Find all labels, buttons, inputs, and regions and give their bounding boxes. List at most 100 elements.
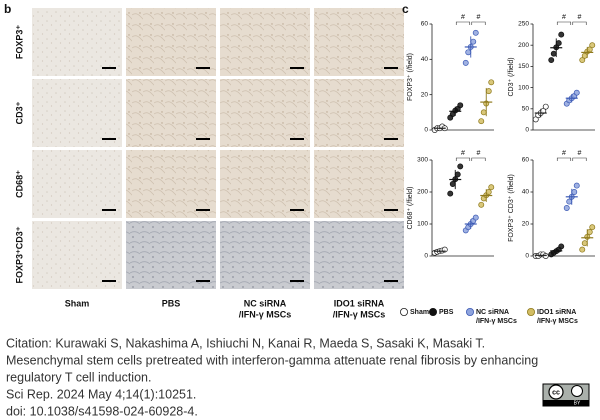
data-point xyxy=(478,118,485,125)
significance-bracket xyxy=(471,157,486,161)
data-point xyxy=(571,189,578,195)
significance-label: # xyxy=(477,14,481,21)
data-point xyxy=(454,171,461,178)
column-label: PBS xyxy=(162,298,181,308)
license-strip xyxy=(543,400,589,406)
data-point xyxy=(589,42,596,49)
micrograph xyxy=(126,150,216,218)
data-point xyxy=(542,103,549,110)
legend-swatch xyxy=(428,307,437,316)
data-point xyxy=(457,102,464,109)
data-point xyxy=(462,59,469,66)
data-point xyxy=(586,229,593,235)
data-point xyxy=(485,88,492,95)
row-label: CD3⁺ xyxy=(14,101,24,124)
citation-line: Citation: Kurawaki S, Nakashima A, Ishiu… xyxy=(6,336,485,350)
micrograph xyxy=(314,221,404,289)
legend-label: NC siRNA xyxy=(476,309,509,316)
micrograph xyxy=(32,8,122,76)
micrograph xyxy=(32,79,122,147)
micrograph xyxy=(126,8,216,76)
y-tick-label: 200 xyxy=(417,189,428,196)
citation-line: regulatory T cell induction. xyxy=(6,370,151,384)
data-point xyxy=(480,109,487,116)
data-point xyxy=(555,40,562,47)
significance-label: # xyxy=(578,14,582,21)
license-text: BY xyxy=(574,400,581,406)
significance-bracket xyxy=(572,21,587,25)
data-point xyxy=(579,57,586,63)
micrograph xyxy=(32,150,122,218)
data-point xyxy=(550,50,557,57)
significance-bracket xyxy=(455,157,471,161)
column-label: Sham xyxy=(65,298,90,308)
y-tick-label: 50 xyxy=(522,106,530,113)
micrograph xyxy=(32,221,122,289)
data-point xyxy=(465,49,472,56)
column-label: IDO1 siRNA xyxy=(334,298,385,308)
row-label: CD68⁺ xyxy=(14,170,24,198)
significance-label: # xyxy=(562,14,566,21)
data-point xyxy=(566,198,573,205)
micrograph xyxy=(220,8,310,76)
row-label: FOXP3⁺CD3⁺ xyxy=(14,226,24,283)
y-tick-label: 60 xyxy=(421,21,429,28)
data-point xyxy=(470,38,477,45)
license-icon: cc xyxy=(552,389,560,396)
legend-label: IDO1 siRNA xyxy=(537,309,576,316)
data-point xyxy=(532,116,539,123)
significance-label: # xyxy=(562,150,566,157)
y-tick-label: 0 xyxy=(525,253,529,260)
data-point xyxy=(589,224,596,231)
column-label: /IFN-γ MSCs xyxy=(239,309,292,319)
column-label: NC siRNA xyxy=(244,298,287,308)
significance-label: # xyxy=(461,14,465,21)
micrograph xyxy=(314,79,404,147)
micrograph xyxy=(126,221,216,289)
legend-label: PBS xyxy=(439,309,454,316)
data-point xyxy=(548,57,555,63)
citation-line: doi: 10.1038/s41598-024-60928-4. xyxy=(6,404,198,418)
y-tick-label: 20 xyxy=(522,221,530,228)
significance-bracket xyxy=(455,21,471,25)
data-point xyxy=(581,240,588,247)
panel-label: b xyxy=(4,2,11,16)
y-tick-label: 40 xyxy=(421,56,429,63)
citation-line: Mesenchymal stem cells pretreated with i… xyxy=(6,353,538,367)
data-point xyxy=(573,182,580,189)
y-tick-label: 0 xyxy=(525,127,529,134)
data-point xyxy=(472,29,479,36)
y-tick-label: 60 xyxy=(522,157,530,164)
data-point xyxy=(542,253,549,259)
y-tick-label: 250 xyxy=(518,21,529,28)
row-label: FOXP3⁺ xyxy=(14,25,24,60)
y-tick-label: 100 xyxy=(417,221,428,228)
y-axis-label: FOXP3⁺ (/field) xyxy=(407,53,414,101)
significance-bracket xyxy=(572,157,587,161)
legend-swatch xyxy=(465,307,474,316)
y-tick-label: 0 xyxy=(424,127,428,134)
y-axis-label: FOXP3⁺ CD3⁺ (/field) xyxy=(508,174,515,242)
micrograph xyxy=(314,150,404,218)
data-point xyxy=(449,181,456,187)
significance-bracket xyxy=(556,21,572,25)
y-tick-label: 0 xyxy=(424,253,428,260)
y-tick-label: 200 xyxy=(518,42,529,49)
micrograph xyxy=(220,150,310,218)
significance-label: # xyxy=(477,150,481,157)
legend-label: /IFN-γ MSCs xyxy=(476,318,517,325)
micrograph xyxy=(220,79,310,147)
citation-line: Sci Rep. 2024 May 4;14(1):10251. xyxy=(6,387,196,401)
significance-label: # xyxy=(461,150,465,157)
y-tick-label: 100 xyxy=(518,84,529,91)
data-point xyxy=(558,243,565,250)
legend-swatch xyxy=(527,307,536,316)
data-point xyxy=(485,189,492,195)
data-point xyxy=(488,184,495,191)
y-tick-label: 300 xyxy=(417,157,428,164)
panel-label: c xyxy=(402,2,409,16)
data-point xyxy=(579,246,586,253)
